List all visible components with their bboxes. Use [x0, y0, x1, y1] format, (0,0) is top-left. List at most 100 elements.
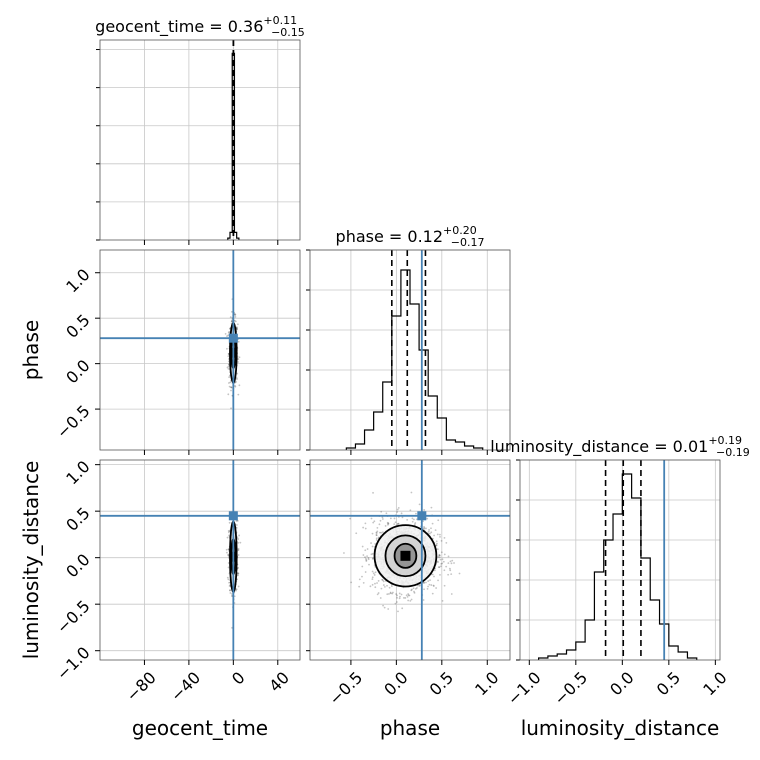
sample-point — [423, 588, 425, 591]
sample-point — [438, 554, 441, 556]
luminosity_distance-hist-bar — [557, 654, 566, 660]
sample-point — [387, 522, 390, 525]
luminosity_distance-vs-geocent_time-points — [100, 460, 300, 660]
sample-point — [362, 581, 365, 584]
x-tick-label: 1.0 — [699, 668, 730, 699]
sample-point — [381, 578, 384, 581]
sample-point — [429, 579, 431, 582]
sample-point — [229, 316, 232, 319]
sample-point — [394, 521, 397, 524]
sample-point — [427, 530, 430, 533]
sample-point — [440, 565, 442, 568]
sample-point — [355, 532, 358, 535]
sample-point — [413, 518, 415, 521]
sample-point — [227, 553, 230, 556]
sample-point — [235, 520, 238, 522]
sample-point — [443, 584, 446, 587]
luminosity_distance-hist-step — [538, 473, 698, 660]
sample-point — [229, 592, 232, 594]
sample-point — [423, 525, 425, 528]
sample-point — [405, 594, 408, 597]
sample-point — [379, 519, 382, 522]
sample-point — [225, 551, 228, 554]
luminosity_distance-hist-bar — [613, 514, 622, 660]
sample-point — [371, 557, 374, 560]
sample-point — [370, 542, 372, 544]
sample-point — [236, 323, 239, 326]
sample-point — [372, 572, 375, 575]
luminosity_distance-hist-title: luminosity_distance = 0.01+0.19 −0.19 — [490, 434, 750, 459]
sample-point — [234, 313, 237, 316]
phase-xlabel: phase — [380, 716, 440, 740]
sample-point — [433, 534, 435, 537]
sample-point — [441, 558, 444, 561]
sample-point — [386, 584, 388, 587]
sample-point — [393, 523, 396, 526]
luminosity_distance-vs-geocent_time-frame — [99, 459, 301, 661]
sample-point — [362, 526, 365, 529]
sample-point — [231, 310, 233, 313]
sample-point — [385, 512, 388, 515]
phase-vs-geocent_time-truth-marker — [228, 333, 238, 343]
sample-point — [449, 560, 452, 563]
sample-point — [231, 593, 233, 595]
sample-point — [228, 534, 231, 537]
sample-point — [439, 535, 441, 538]
luminosity_distance-vs-phase-contour — [373, 524, 438, 588]
sample-point — [437, 579, 439, 582]
sample-point — [372, 491, 374, 494]
sample-point — [375, 534, 378, 537]
sample-point — [429, 532, 431, 535]
sample-point — [365, 559, 368, 561]
phase-hist-bar — [455, 442, 464, 450]
sample-point — [227, 363, 230, 366]
sample-point — [410, 491, 413, 494]
phase-vs-geocent_time-points — [100, 250, 300, 450]
y-tick-label: −1.0 — [53, 643, 94, 684]
sample-point — [227, 578, 230, 581]
sample-point — [227, 531, 230, 534]
sample-point — [371, 532, 374, 535]
title-lower-err: −0.17 — [451, 236, 485, 249]
sample-point — [364, 522, 367, 525]
sample-point — [443, 537, 446, 539]
sample-point — [401, 516, 404, 519]
phase-hist-bar — [401, 270, 410, 450]
sample-point — [383, 606, 386, 609]
sample-point — [410, 598, 413, 601]
sample-point — [368, 563, 370, 566]
luminosity_distance-hist-frame — [519, 459, 721, 661]
luminosity_distance-vs-phase-frame — [309, 459, 511, 661]
x-tick-label: 0.0 — [380, 668, 411, 699]
sample-point — [399, 595, 401, 598]
sample-point — [383, 585, 386, 588]
sample-point — [381, 518, 384, 520]
sample-point — [437, 556, 440, 558]
sample-point — [386, 521, 389, 524]
sample-point — [436, 560, 439, 563]
sample-point — [229, 589, 231, 592]
title-value: luminosity_distance = 0.01 — [490, 437, 708, 457]
sample-point — [235, 524, 238, 526]
phase-hist-step — [345, 269, 484, 450]
sample-point — [434, 529, 437, 532]
sample-point — [396, 596, 398, 599]
sample-point — [442, 560, 445, 563]
sample-point — [371, 576, 374, 579]
sample-point — [226, 335, 228, 338]
sample-point — [231, 320, 233, 323]
sample-point — [438, 566, 441, 569]
sample-point — [226, 536, 229, 539]
sample-point — [237, 566, 239, 569]
sample-point — [238, 356, 241, 359]
sample-point — [422, 599, 425, 601]
sample-point — [427, 580, 430, 582]
sample-point — [377, 536, 380, 539]
sample-point — [236, 519, 239, 522]
sample-point — [413, 591, 416, 594]
phase-hist-title: phase = 0.12+0.20 −0.17 — [336, 224, 485, 249]
sample-point — [237, 340, 240, 343]
sample-point — [439, 558, 442, 561]
sample-point — [387, 522, 390, 525]
x-tick-label: 1.0 — [471, 668, 502, 699]
